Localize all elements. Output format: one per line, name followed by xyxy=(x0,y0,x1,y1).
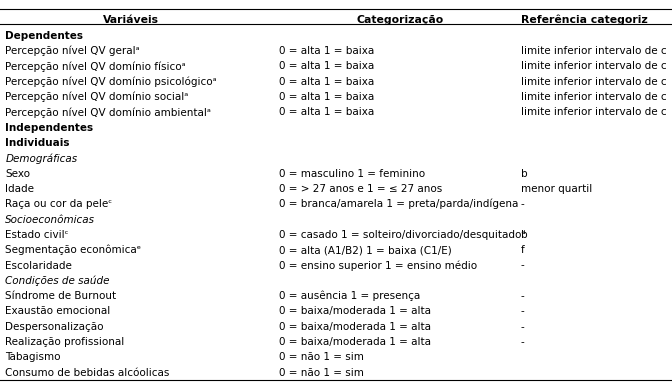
Text: 0 = alta 1 = baixa: 0 = alta 1 = baixa xyxy=(279,46,374,56)
Text: Raça ou cor da peleᶜ: Raça ou cor da peleᶜ xyxy=(5,199,112,209)
Text: Despersonalização: Despersonalização xyxy=(5,322,104,332)
Text: -: - xyxy=(521,291,525,301)
Text: 0 = alta 1 = baixa: 0 = alta 1 = baixa xyxy=(279,61,374,71)
Text: Sexo: Sexo xyxy=(5,168,30,179)
Text: Condições de saúde: Condições de saúde xyxy=(5,275,110,286)
Text: 0 = casado 1 = solteiro/divorciado/desquitadoᵈ: 0 = casado 1 = solteiro/divorciado/desqu… xyxy=(279,230,526,240)
Text: 0 = alta 1 = baixa: 0 = alta 1 = baixa xyxy=(279,77,374,87)
Text: -: - xyxy=(521,261,525,270)
Text: Individuais: Individuais xyxy=(5,138,70,148)
Text: limite inferior intervalo de c: limite inferior intervalo de c xyxy=(521,46,667,56)
Text: Percepção nível QV domínio físicoᵃ: Percepção nível QV domínio físicoᵃ xyxy=(5,61,186,72)
Text: -: - xyxy=(521,337,525,347)
Text: Categorização: Categorização xyxy=(356,15,444,25)
Text: 0 = baixa/moderada 1 = alta: 0 = baixa/moderada 1 = alta xyxy=(279,337,431,347)
Text: -: - xyxy=(521,307,525,317)
Text: -: - xyxy=(521,199,525,209)
Text: Referência categoriz: Referência categoriz xyxy=(521,15,648,25)
Text: Demográficas: Demográficas xyxy=(5,153,77,163)
Text: 0 = não 1 = sim: 0 = não 1 = sim xyxy=(279,368,364,378)
Text: 0 = branca/amarela 1 = preta/parda/indígena: 0 = branca/amarela 1 = preta/parda/indíg… xyxy=(279,199,518,209)
Text: Escolaridade: Escolaridade xyxy=(5,261,73,270)
Text: limite inferior intervalo de c: limite inferior intervalo de c xyxy=(521,92,667,102)
Text: Variáveis: Variáveis xyxy=(103,15,159,25)
Text: 0 = baixa/moderada 1 = alta: 0 = baixa/moderada 1 = alta xyxy=(279,322,431,332)
Text: 0 = ensino superior 1 = ensino médio: 0 = ensino superior 1 = ensino médio xyxy=(279,260,477,271)
Text: b: b xyxy=(521,168,528,179)
Text: Percepção nível QV domínio socialᵃ: Percepção nível QV domínio socialᵃ xyxy=(5,92,189,102)
Text: f: f xyxy=(521,245,525,255)
Text: Consumo de bebidas alcóolicas: Consumo de bebidas alcóolicas xyxy=(5,368,170,378)
Text: 0 = masculino 1 = feminino: 0 = masculino 1 = feminino xyxy=(279,168,425,179)
Text: 0 = não 1 = sim: 0 = não 1 = sim xyxy=(279,352,364,363)
Text: Socioeconômicas: Socioeconômicas xyxy=(5,215,95,224)
Text: Idade: Idade xyxy=(5,184,34,194)
Text: Independentes: Independentes xyxy=(5,123,93,133)
Text: Síndrome de Burnout: Síndrome de Burnout xyxy=(5,291,116,301)
Text: Realização profissional: Realização profissional xyxy=(5,337,124,347)
Text: Exaustão emocional: Exaustão emocional xyxy=(5,307,111,317)
Text: 0 = ausência 1 = presença: 0 = ausência 1 = presença xyxy=(279,291,420,301)
Text: Dependentes: Dependentes xyxy=(5,31,83,41)
Text: Percepção nível QV geralᵃ: Percepção nível QV geralᵃ xyxy=(5,46,140,56)
Text: limite inferior intervalo de c: limite inferior intervalo de c xyxy=(521,107,667,117)
Text: limite inferior intervalo de c: limite inferior intervalo de c xyxy=(521,61,667,71)
Text: Tabagismo: Tabagismo xyxy=(5,352,61,363)
Text: 0 = > 27 anos e 1 = ≤ 27 anos: 0 = > 27 anos e 1 = ≤ 27 anos xyxy=(279,184,442,194)
Text: Segmentação econômicaᵉ: Segmentação econômicaᵉ xyxy=(5,245,142,256)
Text: menor quartil: menor quartil xyxy=(521,184,592,194)
Text: limite inferior intervalo de c: limite inferior intervalo de c xyxy=(521,77,667,87)
Text: Percepção nível QV domínio ambientalᵃ: Percepção nível QV domínio ambientalᵃ xyxy=(5,107,211,117)
Text: 0 = alta (A1/B2) 1 = baixa (C1/E): 0 = alta (A1/B2) 1 = baixa (C1/E) xyxy=(279,245,452,255)
Text: Percepção nível QV domínio psicológicoᵃ: Percepção nível QV domínio psicológicoᵃ xyxy=(5,76,217,87)
Text: -: - xyxy=(521,322,525,332)
Text: 0 = alta 1 = baixa: 0 = alta 1 = baixa xyxy=(279,92,374,102)
Text: 0 = baixa/moderada 1 = alta: 0 = baixa/moderada 1 = alta xyxy=(279,307,431,317)
Text: b: b xyxy=(521,230,528,240)
Text: Estado civilᶜ: Estado civilᶜ xyxy=(5,230,69,240)
Text: 0 = alta 1 = baixa: 0 = alta 1 = baixa xyxy=(279,107,374,117)
